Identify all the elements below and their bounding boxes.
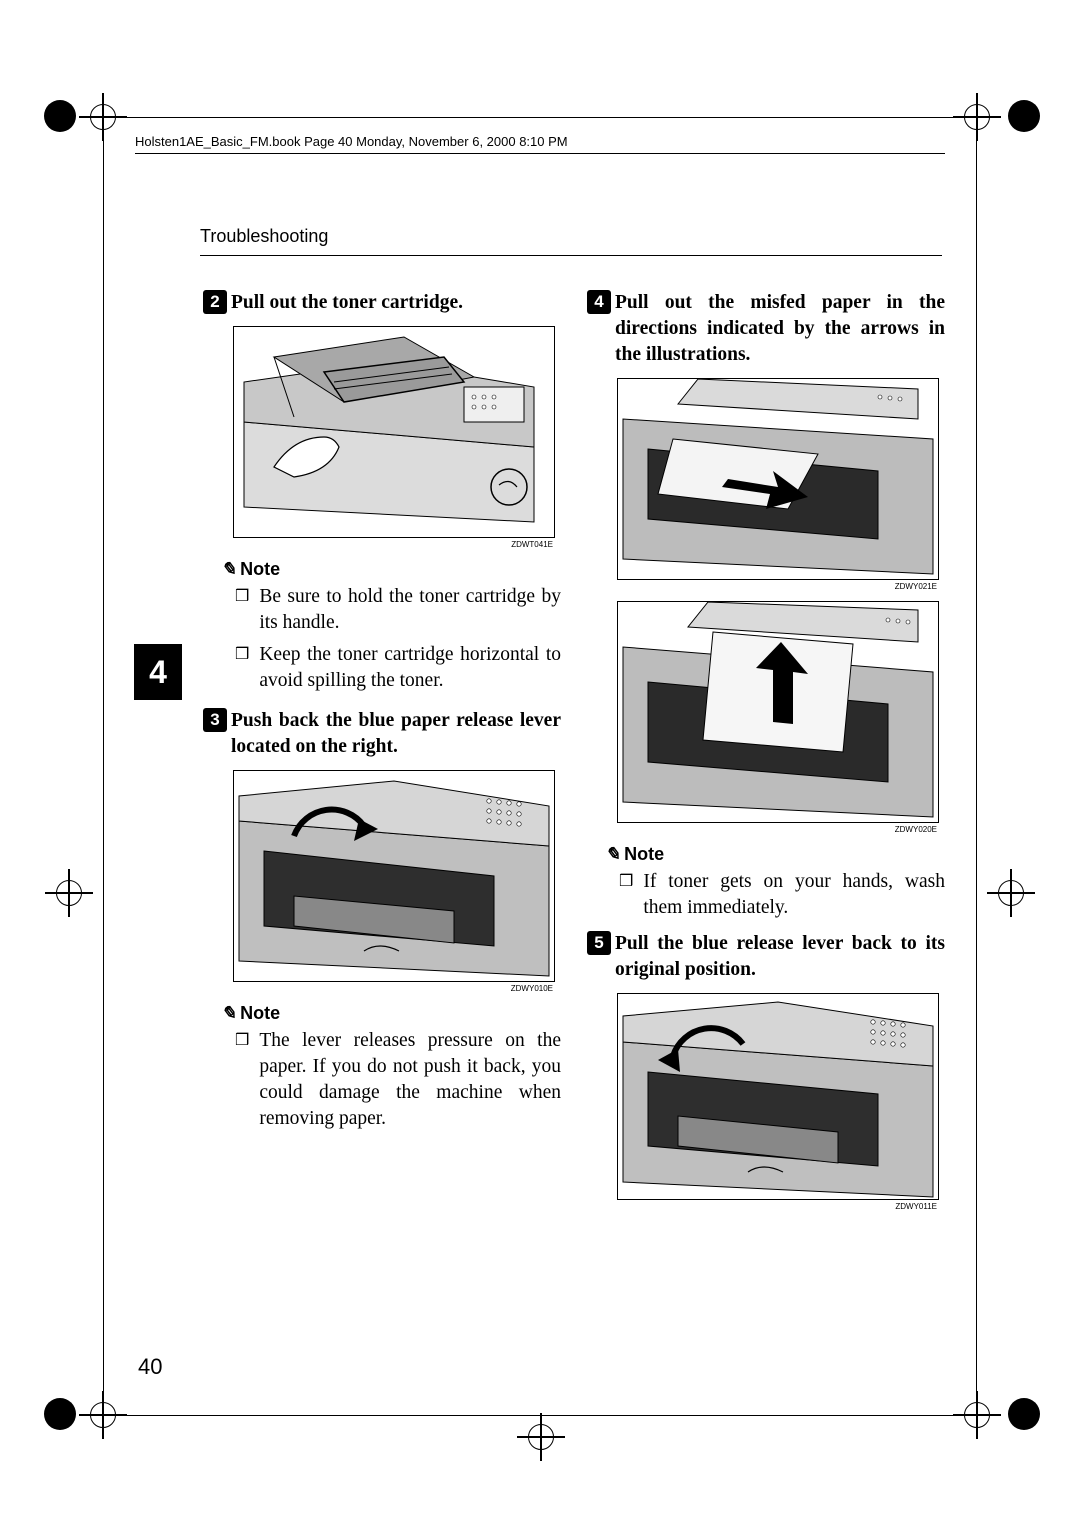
note-item: ❒Keep the toner cartridge horizontal to …	[235, 642, 561, 694]
bullet-icon: ❒	[235, 642, 249, 694]
cropmark-dot	[44, 1398, 76, 1430]
frame-line	[105, 1415, 975, 1416]
note-item: ❒The lever releases pressure on the pape…	[235, 1028, 561, 1132]
step-text: Pull out the toner cartridge.	[231, 292, 463, 313]
step-4: 4 Pull out the misfed paper in the direc…	[587, 290, 945, 368]
step-3: 3 Push back the blue paper release lever…	[203, 708, 561, 760]
figure-id: ZDWY010E	[203, 984, 553, 993]
note-item: ❒Be sure to hold the toner cartridge by …	[235, 584, 561, 636]
frame-line	[103, 118, 104, 1416]
note-heading: ✎Note	[605, 844, 945, 865]
figure-id: ZDWT041E	[203, 540, 553, 549]
figure-step4a	[617, 378, 939, 580]
note-text: Keep the toner cartridge horizontal to a…	[259, 642, 561, 694]
cropmark-dot	[1008, 1398, 1040, 1430]
section-title: Troubleshooting	[200, 226, 942, 256]
running-header: Holsten1AE_Basic_FM.book Page 40 Monday,…	[135, 134, 945, 154]
step-text: Pull the blue release lever back to its …	[615, 933, 945, 980]
note-text: If toner gets on your hands, wash them i…	[643, 869, 945, 921]
note-text: Be sure to hold the toner cartridge by i…	[259, 584, 561, 636]
note-label: Note	[240, 1003, 280, 1023]
note-heading: ✎Note	[221, 559, 561, 580]
figure-step5	[617, 993, 939, 1200]
step-number-badge: 5	[587, 931, 611, 955]
pencil-icon: ✎	[605, 844, 620, 864]
step-number-badge: 3	[203, 708, 227, 732]
bullet-icon: ❒	[235, 584, 249, 636]
figure-id: ZDWY021E	[587, 582, 937, 591]
bullet-icon: ❒	[235, 1028, 249, 1132]
step-text: Push back the blue paper release lever l…	[231, 710, 561, 757]
header-text: Holsten1AE_Basic_FM.book Page 40 Monday,…	[135, 134, 568, 149]
step-number-badge: 2	[203, 290, 227, 314]
chapter-tab: 4	[134, 644, 182, 700]
cropmark-ring	[998, 880, 1024, 906]
note-label: Note	[240, 559, 280, 579]
figure-step4b	[617, 601, 939, 823]
note-heading: ✎Note	[221, 1003, 561, 1024]
frame-line	[105, 117, 975, 118]
right-column: 4 Pull out the misfed paper in the direc…	[587, 290, 945, 1221]
figure-id: ZDWY020E	[587, 825, 937, 834]
step-5: 5 Pull the blue release lever back to it…	[587, 931, 945, 983]
figure-step3	[233, 770, 555, 982]
pencil-icon: ✎	[221, 1003, 236, 1023]
cropmark-ring	[528, 1424, 554, 1450]
figure-id: ZDWY011E	[587, 1202, 937, 1211]
cropmark-dot	[1008, 100, 1040, 132]
note-item: ❒If toner gets on your hands, wash them …	[619, 869, 945, 921]
figure-step2	[233, 326, 555, 538]
left-column: 2 Pull out the toner cartridge.	[203, 290, 561, 1138]
cropmark-ring	[56, 880, 82, 906]
cropmark-dot	[44, 100, 76, 132]
bullet-icon: ❒	[619, 869, 633, 921]
step-2: 2 Pull out the toner cartridge.	[203, 290, 561, 316]
step-number-badge: 4	[587, 290, 611, 314]
frame-line	[976, 118, 977, 1416]
pencil-icon: ✎	[221, 559, 236, 579]
page-number: 40	[138, 1354, 162, 1380]
note-label: Note	[624, 844, 664, 864]
note-text: The lever releases pressure on the paper…	[259, 1028, 561, 1132]
manual-page: Holsten1AE_Basic_FM.book Page 40 Monday,…	[0, 0, 1080, 1526]
step-text: Pull out the misfed paper in the directi…	[615, 292, 945, 365]
